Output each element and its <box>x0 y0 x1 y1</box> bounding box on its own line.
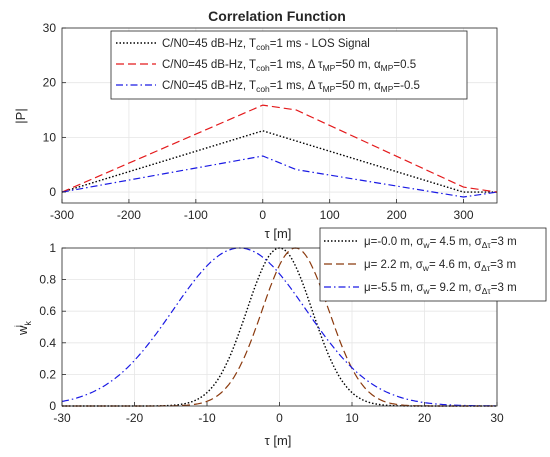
chart1-x-tick-label: -300 <box>50 208 74 222</box>
correlation-chart: Correlation Function -300 -200 -100 0 100 200… <box>13 8 498 241</box>
chart1-x-tick-label: 0 <box>259 208 266 222</box>
x-axis-label: τ [m] <box>265 226 292 241</box>
chart1-x-tick-label: 300 <box>454 208 474 222</box>
chart2-x-tick-label: 0 <box>276 411 283 425</box>
chart2-y-tick-label: 1 <box>49 241 56 255</box>
y-axis-label: |P| <box>13 108 28 123</box>
weight-curve-3 <box>61 247 497 407</box>
legend2-label-1: μ=-0.0 m, σw= 4.5 m, σΔτ=3 m <box>364 236 517 250</box>
chart1-x-tick-label: -200 <box>117 208 141 222</box>
chart-title: Correlation Function <box>208 8 346 24</box>
chart2-x-tick-label: -30 <box>53 411 71 425</box>
legend2-label-2: μ= 2.2 m, σw= 4.6 m, σΔτ=3 m <box>364 259 516 273</box>
chart2-y-tick-label: 0.8 <box>39 273 56 287</box>
legend-label-mp-plus: C/N0=45 dB-Hz, Tcoh=1 ms, Δ τMP=50 m, αM… <box>162 59 416 73</box>
chart1-x-tick-label: 100 <box>320 208 340 222</box>
chart1-y-tick-label: 10 <box>43 130 57 144</box>
legend-box <box>110 30 468 100</box>
legend-box-2 <box>319 227 547 302</box>
chart2-x-tick-label: -20 <box>126 411 144 425</box>
chart2-y-tick-label: 0.2 <box>39 367 56 381</box>
x-axis-label-2: τ [m] <box>265 433 292 448</box>
legend: C/N0=45 dB-Hz, Tcoh=1 ms - LOS Signal C/… <box>110 30 468 100</box>
legend2-label-3: μ=-5.5 m, σw= 9.2 m, σΔτ=3 m <box>364 282 517 296</box>
chart1-y-tick-label: 0 <box>49 185 56 199</box>
weight-chart: -30 -20 -10 0 10 20 30 0 0.2 0.4 0.6 0.8 1 wkj τ [m]… <box>13 227 547 448</box>
chart1-x-tick-label: -100 <box>184 208 208 222</box>
legend-label-mp-minus: C/N0=45 dB-Hz, Tcoh=1 ms, Δ τMP=50 m, αM… <box>162 80 420 94</box>
chart1-y-tick-label: 30 <box>43 21 57 35</box>
chart2-y-tick-label: 0 <box>49 399 56 413</box>
chart2-y-tick-label: 0.6 <box>39 304 56 318</box>
chart2-y-tick-label: 0.4 <box>39 336 56 350</box>
y-axis-label-2: wkj <box>13 321 33 336</box>
chart2-x-tick-label: 20 <box>418 411 432 425</box>
series-line-2 <box>61 104 498 193</box>
plot-frame <box>61 27 498 204</box>
legend-2: μ=-0.0 m, σw= 4.5 m, σΔτ=3 m μ= 2.2 m, σ… <box>319 227 547 302</box>
chart2-x-tick-label: 30 <box>490 411 504 425</box>
legend-label-los: C/N0=45 dB-Hz, Tcoh=1 ms - LOS Signal <box>162 38 370 52</box>
chart2-x-tick-label: -10 <box>198 411 216 425</box>
series-line-3 <box>61 155 498 198</box>
chart2-x-tick-label: 10 <box>345 411 359 425</box>
chart1-x-tick-label: 200 <box>387 208 407 222</box>
chart1-y-tick-label: 20 <box>43 76 57 90</box>
